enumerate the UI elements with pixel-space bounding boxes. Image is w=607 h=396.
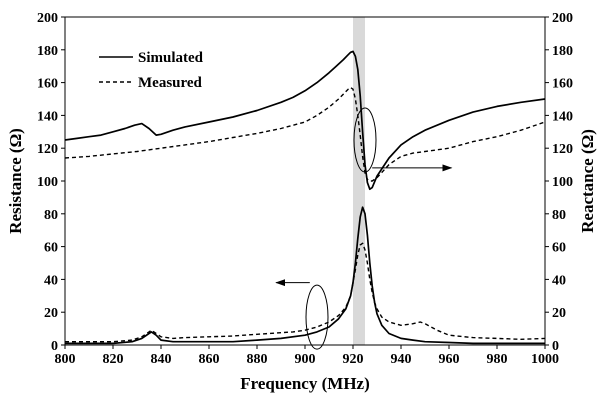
x-tick-label: 880	[247, 352, 268, 367]
y-left-tick-label: 140	[37, 109, 58, 124]
x-tick-label: 980	[487, 352, 508, 367]
y-left-tick-label: 20	[44, 306, 58, 321]
y-right-tick-label: 0	[552, 339, 559, 354]
legend-label-measured: Measured	[138, 75, 203, 91]
y-right-tick-label: 140	[552, 109, 573, 124]
x-tick-label: 940	[391, 352, 412, 367]
series-resistance-simulated	[65, 206, 545, 345]
x-tick-label: 960	[439, 352, 460, 367]
series-layer	[64, 50, 546, 345]
y-left-tick-label: 80	[44, 208, 58, 223]
y-left-tick-label: 40	[44, 273, 58, 288]
x-tick-label: 1000	[531, 352, 559, 367]
series-resistance-measured	[65, 242, 546, 343]
annotation-ellipse-resistance	[305, 284, 329, 350]
y-right-tick-label: 100	[552, 175, 573, 190]
y-left-tick-label: 0	[51, 339, 58, 354]
series-reactance-simulated	[64, 50, 546, 191]
x-tick-label: 860	[199, 352, 220, 367]
legend: Simulated Measured	[92, 47, 204, 95]
y-right-tick-label: 120	[552, 142, 573, 157]
annotation-ellipse-reactance	[353, 107, 377, 173]
series-reactance-measured	[64, 86, 546, 182]
x-tick-label: 820	[103, 352, 124, 367]
y-left-tick-label: 180	[37, 44, 58, 59]
y-right-tick-label: 200	[552, 11, 573, 26]
y-axis-left-title: Resistance (Ω)	[6, 128, 25, 234]
legend-label-simulated: Simulated	[138, 50, 204, 66]
y-left-tick-label: 60	[44, 241, 58, 256]
y-right-tick-label: 20	[552, 306, 566, 321]
y-axis-right-title: Reactance (Ω)	[578, 129, 597, 233]
y-right-tick-label: 60	[552, 241, 566, 256]
y-left-tick-label: 160	[37, 77, 58, 92]
y-left-tick-label: 120	[37, 142, 58, 157]
x-tick-label: 840	[151, 352, 172, 367]
y-left-tick-label: 200	[37, 11, 58, 26]
x-tick-label: 900	[295, 352, 316, 367]
annotation-layer	[275, 107, 453, 350]
highlight-band	[353, 17, 365, 345]
y-right-tick-label: 160	[552, 77, 573, 92]
y-right-tick-label: 80	[552, 208, 566, 223]
y-right-tick-label: 40	[552, 273, 566, 288]
y-left-tick-label: 100	[37, 175, 58, 190]
legend-box	[92, 47, 204, 95]
x-axis-title: Frequency (MHz)	[240, 374, 370, 393]
y-right-tick-label: 180	[552, 44, 573, 59]
x-tick-label: 920	[343, 352, 364, 367]
x-tick-label: 800	[55, 352, 76, 367]
